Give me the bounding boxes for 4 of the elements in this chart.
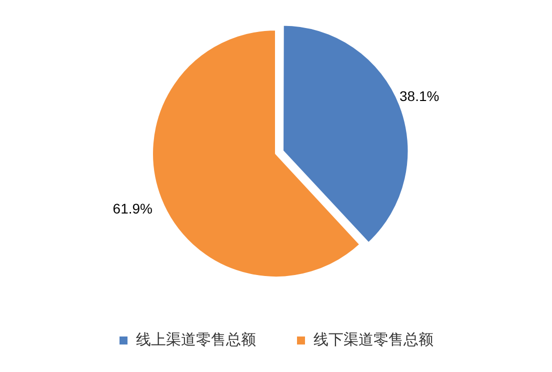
data-label: 38.1% bbox=[400, 88, 440, 104]
data-label: 61.9% bbox=[112, 200, 152, 217]
legend-label: 线上渠道零售总额 bbox=[136, 330, 256, 348]
legend-label: 线下渠道零售总额 bbox=[314, 330, 434, 348]
